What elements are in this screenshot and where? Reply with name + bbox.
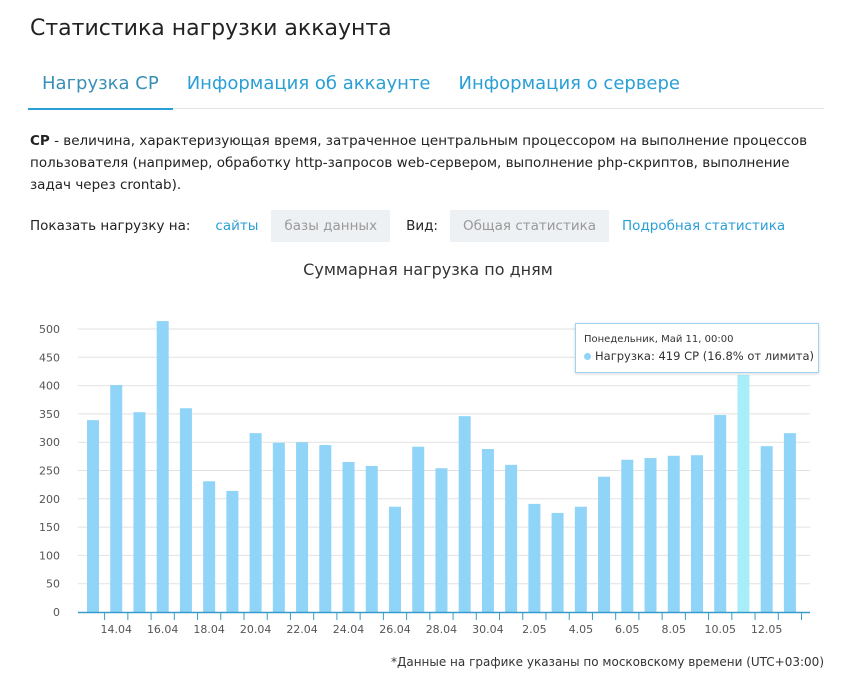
bar [203,481,216,612]
cp-term: CP [30,133,50,149]
x-tick-label: 24.04 [333,623,365,636]
bar [226,490,239,612]
bar [714,415,727,612]
x-tick-label: 20.04 [240,623,272,636]
x-tick-label: 22.04 [286,623,318,636]
tooltip-header: Понедельник, Май 11, 00:00 [584,334,734,345]
bar [690,455,703,612]
x-tick-label: 4.05 [569,623,594,636]
bar [365,465,378,612]
page-title: Статистика нагрузки аккаунта [30,16,392,41]
bar [342,462,355,612]
x-tick-label: 14.04 [100,623,132,636]
bar [296,442,309,612]
chart-tooltip: Понедельник, Май 11, 00:00 Нагрузка: 419… [575,323,819,373]
bar [412,446,425,612]
bar [319,445,332,612]
bar [644,458,657,612]
bar [249,433,262,612]
cp-description-text: - величина, характеризующая время, затра… [30,133,808,193]
y-tick-label: 0 [53,606,60,619]
bar [551,512,564,612]
y-tick-label: 300 [39,436,60,449]
bar [156,321,169,612]
bar [760,446,773,612]
y-tick-label: 350 [39,408,60,421]
bar [783,433,796,612]
chart-title: Суммарная нагрузка по дням [303,260,553,279]
bar [481,448,494,612]
x-tick-label: 10.05 [704,623,736,636]
tab-server-info[interactable]: Информация о сервере [458,73,680,94]
tooltip-body: Нагрузка: 419 CP (16.8% от лимита) [595,349,814,363]
x-tick-label: 16.04 [147,623,179,636]
general-stats-option[interactable]: Общая статистика [449,210,610,242]
timezone-note: *Данные на графике указаны по московском… [390,655,824,669]
x-tick-label: 28.04 [426,623,458,636]
detailed-stats-option[interactable]: Подробная статистика [622,218,786,234]
bar [458,416,471,612]
bar [435,468,448,612]
bar [621,459,634,612]
tab-account-info[interactable]: Информация об аккаунте [186,73,431,94]
y-tick-label: 50 [46,578,60,591]
x-tick-label: 30.04 [472,623,504,636]
x-tick-label: 8.05 [662,623,687,636]
bar [737,374,750,612]
bar [272,442,285,612]
bar [179,408,192,612]
y-tick-label: 150 [39,521,60,534]
show-load-label: Показать нагрузку на: [30,218,191,234]
x-tick-label: 6.05 [615,623,640,636]
bar [667,455,680,612]
databases-option[interactable]: базы данных [271,210,391,242]
x-tick-label: 2.05 [522,623,547,636]
bar [133,412,146,612]
filters: Показать нагрузку на: сайты базы данных … [30,210,798,242]
bar [388,506,401,612]
bar [598,476,611,612]
sites-option[interactable]: сайты [215,218,259,234]
bar-chart: 0 50 100 150 200 250 300 350 400 450 500 14.04 16.04… [39,321,810,636]
y-tick-label: 200 [39,493,60,506]
tab-cp-load[interactable]: Нагрузка CP [28,70,173,110]
bar [574,506,587,612]
y-tick-label: 400 [39,380,60,393]
bar [110,385,123,612]
bar [505,464,518,612]
y-tick-label: 250 [39,465,60,478]
x-tick-label: 12.05 [751,623,783,636]
cp-description: CP - величина, характеризующая время, за… [30,130,830,196]
y-tick-label: 100 [39,549,60,562]
series-dot-icon [584,353,591,360]
y-tick-label: 450 [39,351,60,364]
bar [87,420,99,612]
tabs: Нагрузка CP Информация об аккаунте Инфор… [28,70,824,110]
view-label: Вид: [406,218,438,234]
y-tick-label: 500 [39,323,60,336]
bar [528,503,541,612]
x-tick-label: 26.04 [379,623,411,636]
x-tick-label: 18.04 [193,623,225,636]
